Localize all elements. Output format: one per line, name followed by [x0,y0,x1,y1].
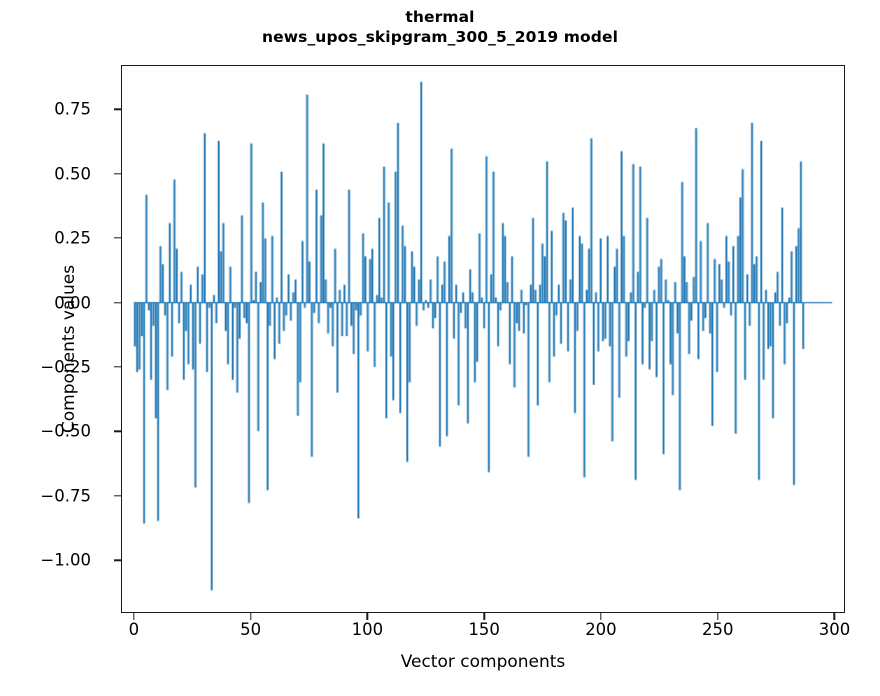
y-tick-mark [114,172,121,175]
x-axis-label: Vector components [400,652,566,672]
y-tick-mark [114,301,121,304]
x-tick-label: 150 [468,620,500,639]
x-tick-mark [133,613,135,620]
x-tick-label: 250 [701,620,734,639]
x-tick-mark [366,613,369,620]
x-tick-label: 300 [818,620,851,639]
y-tick-mark [114,108,121,110]
x-tick-mark [833,613,836,620]
x-tick-label: 50 [240,620,262,639]
x-tick-mark [249,613,252,620]
y-tick-label: 0.50 [54,164,91,184]
y-tick-label: −1.00 [40,550,91,570]
x-tick-mark [717,613,719,620]
y-tick-mark [114,559,121,561]
y-tick-label: 0.25 [54,228,91,248]
plot-axes [121,65,845,613]
y-tick-label: −0.50 [40,421,91,441]
y-tick-label: 0.00 [54,293,91,313]
chart-title-line2: news_upos_skipgram_300_5_2019 model [261,27,619,46]
x-tick-mark [600,613,602,620]
chart-title-line1: thermal [405,8,475,26]
y-tick-mark [114,495,121,497]
x-tick-label: 200 [585,620,617,639]
y-tick-mark [114,237,121,239]
y-tick-label: 0.75 [54,99,91,119]
x-tick-label: 100 [351,620,384,639]
x-tick-mark [483,613,485,620]
y-tick-label: −0.25 [40,357,91,377]
bar-series-canvas [122,66,844,612]
x-tick-label: 0 [128,620,140,639]
y-tick-mark [114,366,121,368]
y-tick-mark [114,430,121,433]
y-tick-label: −0.75 [40,486,91,506]
chart-title: thermal news_upos_skipgram_300_5_2019 mo… [0,8,880,48]
y-axis-label: Components values [59,264,79,434]
